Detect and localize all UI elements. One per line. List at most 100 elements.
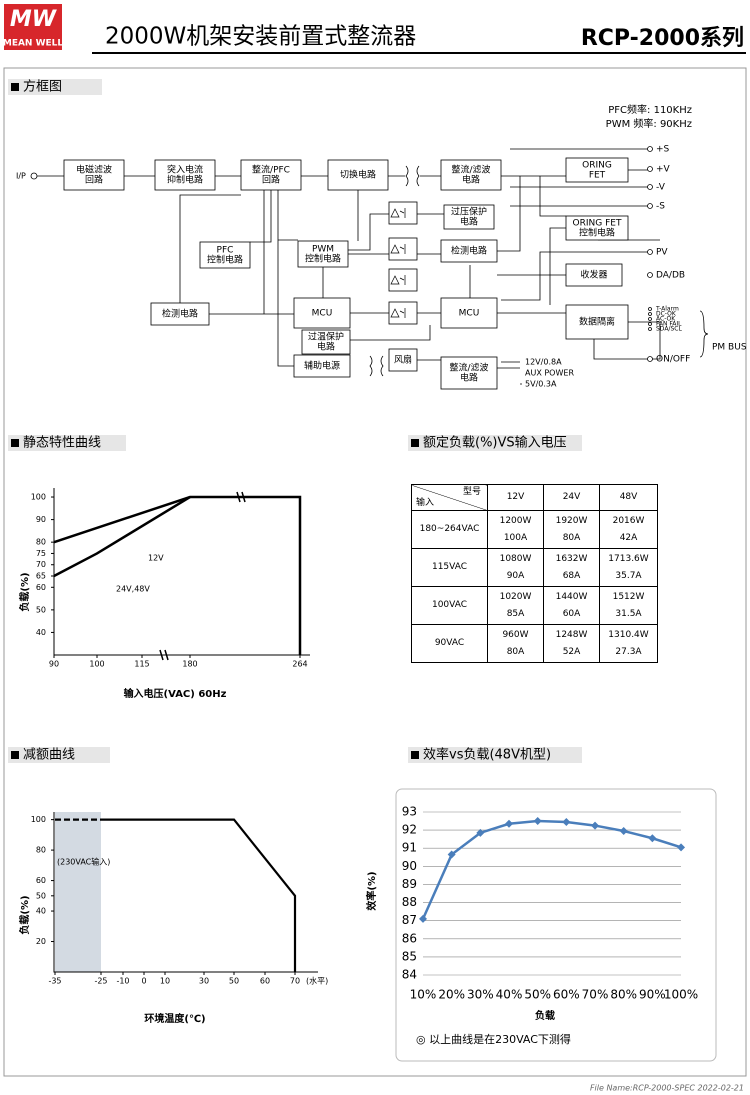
block-label: 控制电路 — [207, 254, 243, 266]
output-label: -S — [656, 202, 665, 212]
cell-line: 60A — [562, 608, 581, 619]
series-line — [101, 818, 297, 972]
x-tick-label: 70 — [290, 977, 300, 986]
cell-line: 1020W — [499, 591, 532, 602]
data-point — [419, 914, 427, 923]
value-cell: 1310.4W 27.3A — [599, 624, 658, 663]
x-tick-label: 10% — [410, 988, 437, 1002]
y-tick-label: 75 — [36, 549, 46, 558]
x-tick-label: 10 — [160, 977, 170, 986]
output-terminal — [647, 166, 653, 172]
cell-line: 960W — [502, 629, 529, 640]
y-tick-label: 50 — [36, 605, 46, 614]
block-label: MCU — [312, 309, 333, 319]
x-tick-label: 80% — [610, 988, 637, 1002]
block-label: 整流/滤波 — [449, 362, 488, 374]
freq-note: PWM 频率: 90KHz — [606, 117, 692, 130]
cell-line: 1512W — [612, 591, 645, 602]
y-tick-label: 50 — [36, 891, 46, 900]
optocoupler-symbol — [390, 308, 406, 318]
series-line — [421, 819, 682, 920]
y-tick-label: 92 — [402, 823, 417, 837]
section-bar — [408, 435, 582, 451]
block-label: 电路 — [460, 372, 478, 384]
cell-line: 2016W — [612, 515, 645, 526]
cell-line: 35.7A — [615, 570, 642, 581]
block-label: 回路 — [85, 174, 103, 186]
block — [297, 240, 349, 268]
output-label: +V — [656, 165, 671, 175]
y-tick-label: 90 — [402, 859, 417, 873]
x-tick-label: 90 — [49, 660, 59, 669]
output-label: FAN FAIL — [656, 321, 682, 328]
y-tick-label: 91 — [402, 841, 417, 855]
block-label: ORING FET — [573, 219, 622, 229]
aux-output-label: AUX POWER — [525, 369, 574, 378]
optocoupler-symbol — [390, 208, 406, 218]
x-tick-label: 100% — [664, 988, 698, 1002]
block-label: 收发器 — [580, 269, 607, 281]
y-tick-label: 40 — [36, 628, 46, 637]
chart-note: ◎ 以上曲线是在230VAC下测得 — [416, 1032, 571, 1046]
block-label: 突入电流 — [167, 164, 203, 176]
section-title: 效率vs负载(48V机型) — [423, 747, 551, 763]
cell-line: 31.5A — [615, 608, 642, 619]
block — [440, 159, 502, 191]
freq-note: PFC频率: 110KHz — [608, 103, 692, 116]
block — [440, 356, 498, 390]
x-tick-label: 50 — [229, 977, 239, 986]
column-header: 12V — [487, 484, 544, 511]
output-label: -V — [656, 183, 666, 193]
data-point — [648, 834, 657, 843]
block — [154, 159, 216, 191]
y-axis-title: 负载(%) — [18, 895, 31, 934]
block — [440, 297, 498, 329]
cell-line: 85A — [506, 608, 525, 619]
block — [440, 239, 498, 263]
block — [199, 241, 251, 269]
y-tick-label: 87 — [402, 913, 417, 927]
x-tick-label: 90% — [639, 988, 666, 1002]
annotation: (230VAC输入) — [57, 857, 110, 867]
optocouplers — [388, 201, 418, 325]
optocoupler-symbol — [390, 275, 406, 285]
section-title: 方框图 — [23, 79, 62, 95]
table-row: 90VAC 960W 80A 1248W 52A 1310.4W 27.3A — [411, 624, 658, 663]
x-tick-label: 264 — [292, 660, 307, 669]
value-cell: 1200W 100A — [487, 510, 544, 549]
cell-line: 42A — [619, 532, 638, 543]
y-tick-label: 86 — [402, 931, 417, 945]
input-label: I/P — [16, 172, 26, 181]
output-label: +S — [656, 145, 670, 155]
output-terminal — [647, 272, 653, 278]
output-terminal — [648, 307, 652, 311]
cell-line: 68A — [562, 570, 581, 581]
block — [150, 302, 210, 326]
block-label: 电路 — [462, 174, 480, 186]
block-label: 数据隔离 — [579, 316, 615, 328]
value-cell: 1920W 80A — [543, 510, 600, 549]
block-label: PWM — [312, 245, 334, 255]
logo-box — [4, 4, 62, 50]
series-line — [53, 495, 302, 655]
block-label: 控制电路 — [305, 253, 341, 265]
block-label: 电磁滤波 — [76, 164, 112, 176]
logo-mark: MW — [10, 7, 58, 32]
aux-output-label: 5V/0.3A — [525, 380, 557, 389]
x-tick-label: 30% — [467, 988, 494, 1002]
block-label: 控制电路 — [579, 227, 615, 239]
value-cell: 1512W 31.5A — [599, 586, 658, 625]
y-tick-label: 84 — [402, 968, 417, 982]
block-label: 抑制电路 — [167, 174, 203, 186]
input-cell: 115VAC — [411, 548, 488, 587]
output-label: PV — [656, 248, 668, 258]
cell-line: 100A — [503, 532, 528, 543]
axes — [53, 488, 310, 656]
block-label: PFC — [217, 246, 234, 256]
data-point — [677, 843, 686, 852]
block-label: 过压保护 — [451, 206, 487, 218]
value-cell: 1440W 60A — [543, 586, 600, 625]
y-tick-label: 90 — [36, 515, 46, 524]
block-label: 整流/滤波 — [451, 164, 490, 176]
block-label: ORING — [582, 161, 612, 171]
